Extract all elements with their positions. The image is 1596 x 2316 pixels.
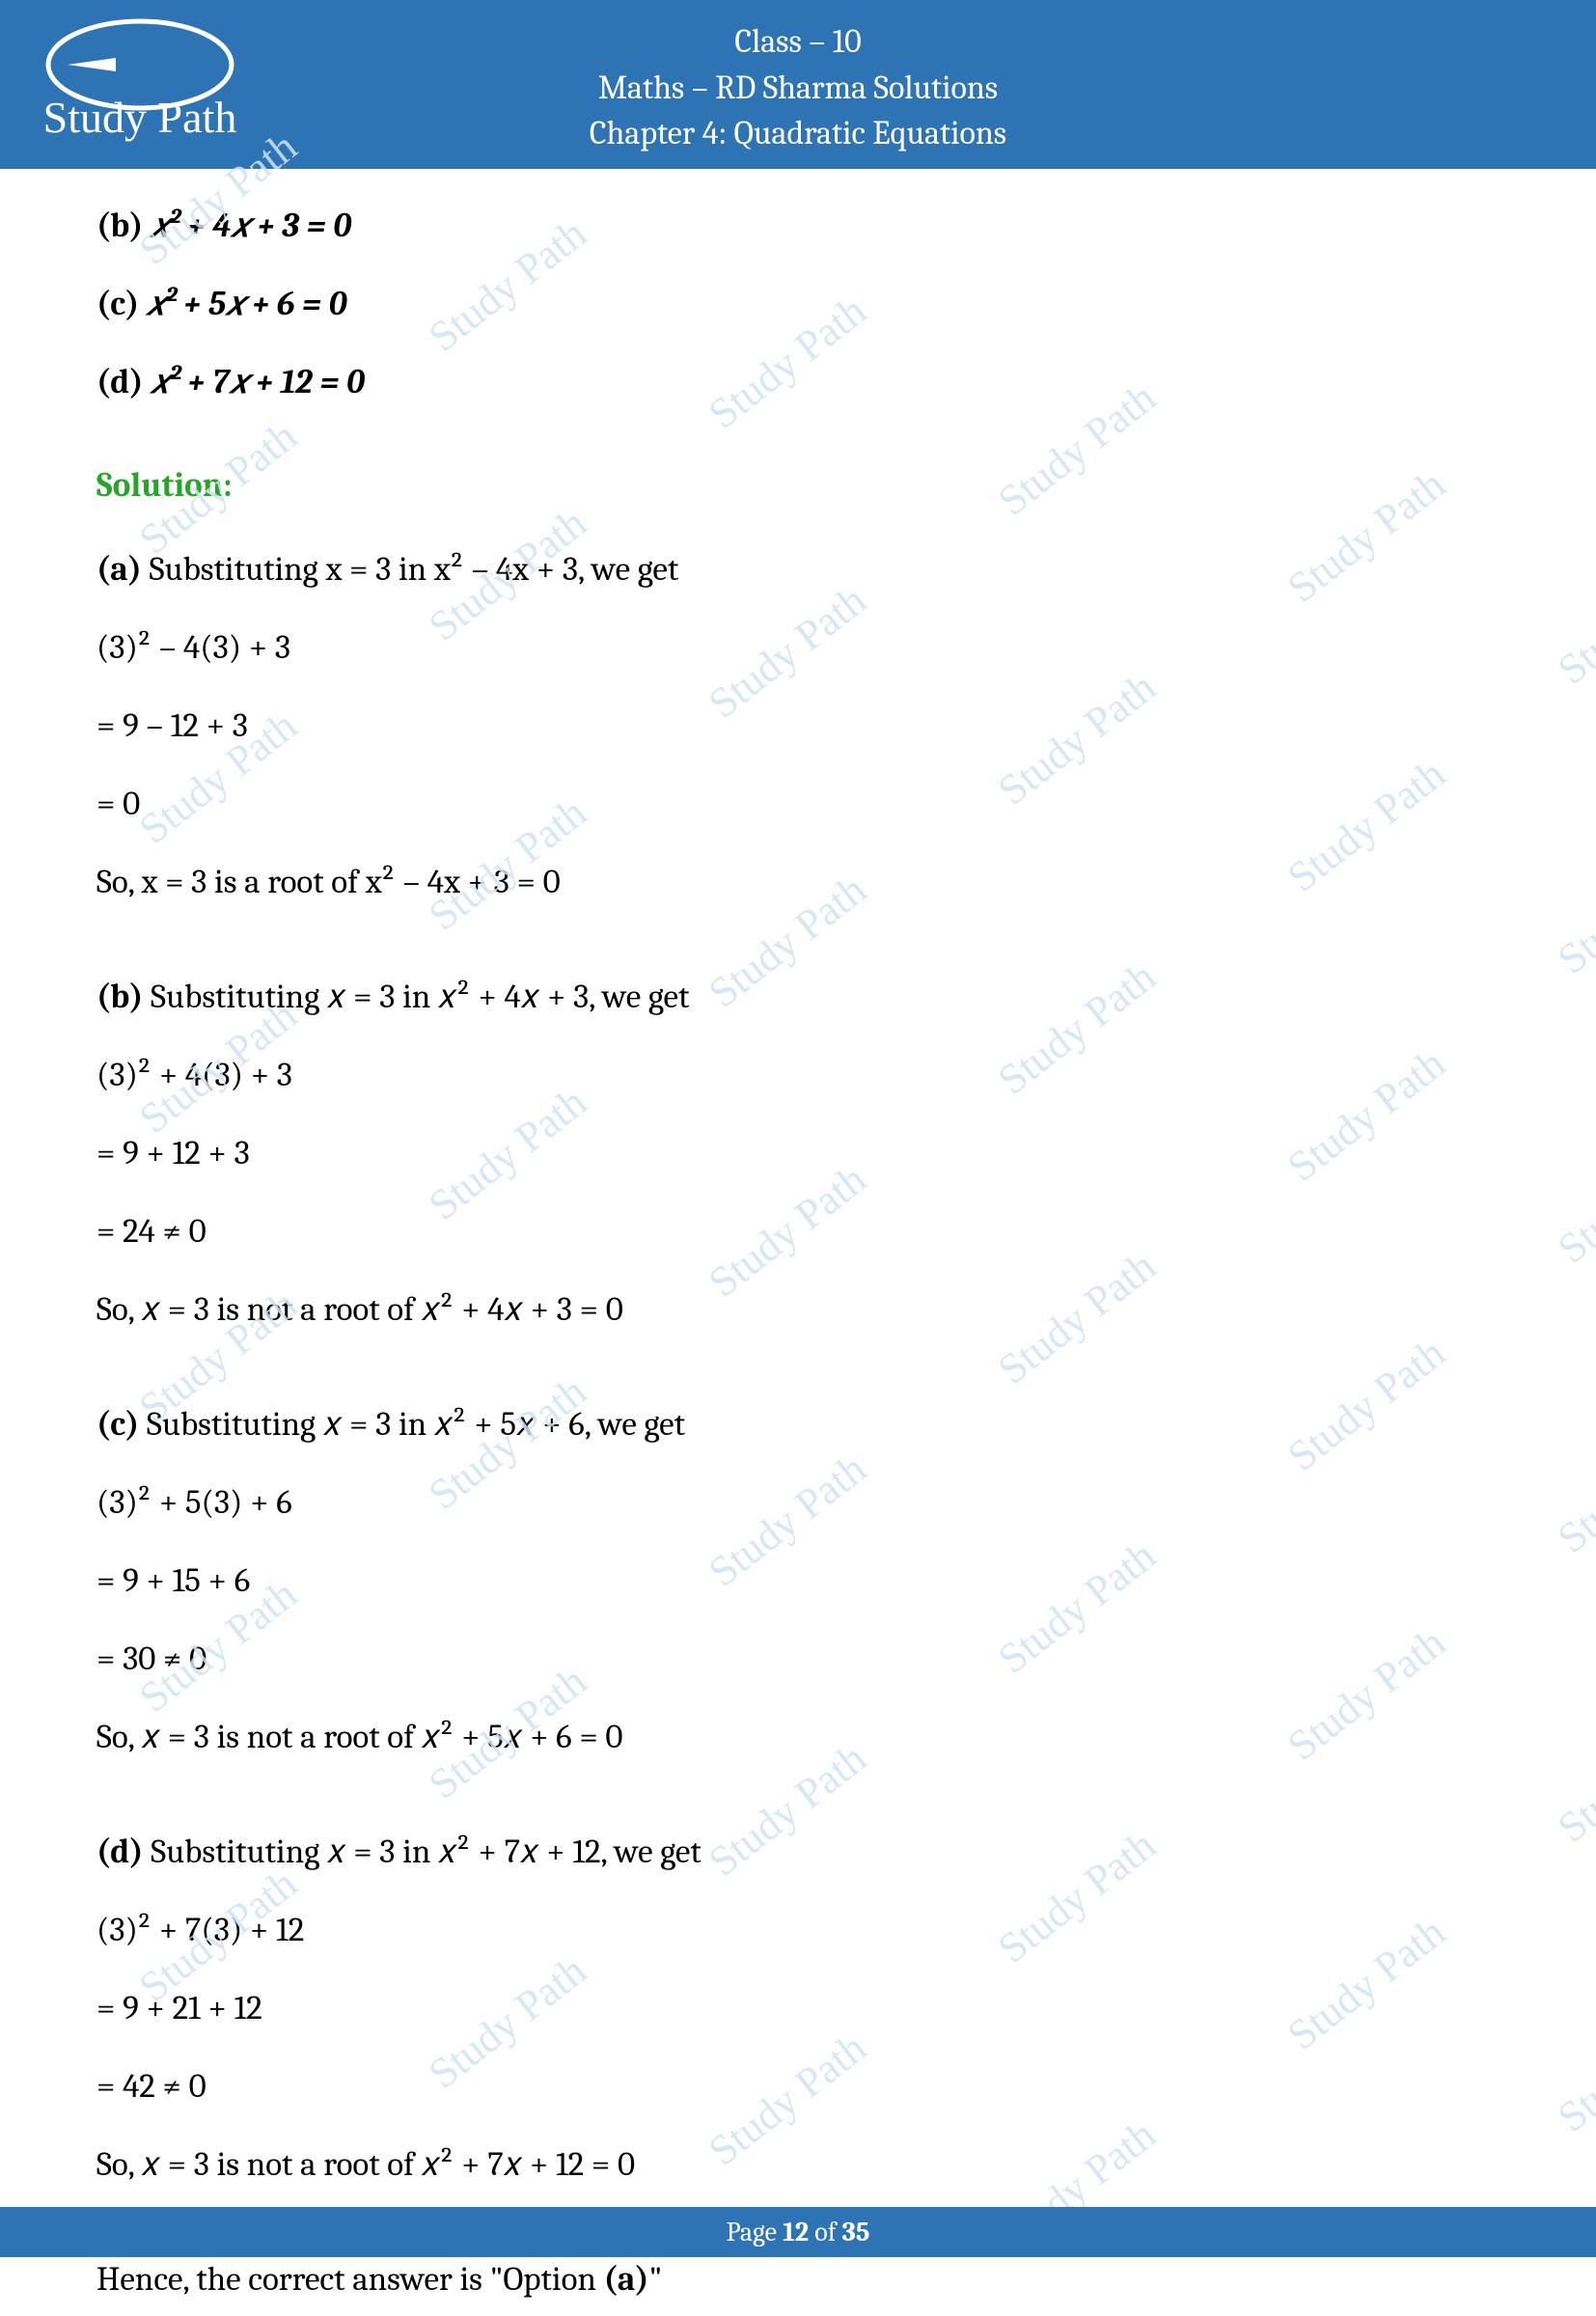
option-c-label: (c) [96, 284, 139, 323]
option-d-expr: 𝑥² + 7𝑥 + 12 = 0 [151, 362, 365, 401]
part-a-label: (a) [96, 549, 142, 589]
part-c-line3: = 9 + 15 + 6 [96, 1543, 1500, 1617]
solution-part-c: (c) Substituting 𝑥 = 3 in 𝑥² + 5𝑥 + 6, w… [96, 1387, 1500, 1774]
option-b: (b) 𝑥² + 4𝑥 + 3 = 0 [96, 188, 1500, 262]
solution-part-b: (b) Substituting 𝑥 = 3 in 𝑥² + 4𝑥 + 3, w… [96, 959, 1500, 1346]
part-a-line2: (3)² – 4(3) + 3 [96, 610, 1500, 684]
part-d-label: (d) [96, 1832, 144, 1871]
option-d-label: (d) [96, 362, 144, 401]
logo-svg: Study Path [29, 12, 251, 147]
part-d-line3: = 9 + 21 + 12 [96, 1971, 1500, 2045]
part-b-line5: So, 𝑥 = 3 is not a root of 𝑥² + 4𝑥 + 3 =… [96, 1272, 1500, 1346]
option-c: (c) 𝑥² + 5𝑥 + 6 = 0 [96, 266, 1500, 341]
page-content: (b) 𝑥² + 4𝑥 + 3 = 0 (c) 𝑥² + 5𝑥 + 6 = 0 … [0, 169, 1596, 2316]
option-c-expr: 𝑥² + 5𝑥 + 6 = 0 [147, 284, 347, 323]
conclusion-text: Hence, the correct answer is "Option [96, 2259, 604, 2299]
part-b-line2: (3)² + 4(3) + 3 [96, 1037, 1500, 1112]
page-header: Study Path Class – 10 Maths – RD Sharma … [0, 0, 1596, 169]
part-b-label: (b) [96, 977, 143, 1016]
option-d: (d) 𝑥² + 7𝑥 + 12 = 0 [96, 345, 1500, 419]
part-b-line4: = 24 ≠ 0 [96, 1194, 1500, 1268]
part-d-line5: So, 𝑥 = 3 is not a root of 𝑥² + 7𝑥 + 12 … [96, 2127, 1500, 2201]
part-b-line3: = 9 + 12 + 3 [96, 1116, 1500, 1190]
footer-prefix: Page [727, 2217, 784, 2247]
part-c-label: (c) [96, 1404, 139, 1444]
part-b-line1: Substituting 𝑥 = 3 in 𝑥² + 4𝑥 + 3, we ge… [143, 977, 689, 1016]
option-b-label: (b) [96, 206, 143, 245]
part-a-line5: So, x = 3 is a root of x² – 4x + 3 = 0 [96, 844, 1500, 919]
page-footer: Page 12 of 35 [0, 2207, 1596, 2257]
logo: Study Path [29, 12, 251, 147]
part-a-line1: Substituting x = 3 in x² – 4x + 3, we ge… [142, 549, 678, 589]
part-c-line5: So, 𝑥 = 3 is not a root of 𝑥² + 5𝑥 + 6 =… [96, 1699, 1500, 1774]
part-a-line4: = 0 [96, 766, 1500, 841]
solution-part-a: (a) Substituting x = 3 in x² – 4x + 3, w… [96, 532, 1500, 919]
option-b-expr: 𝑥² + 4𝑥 + 3 = 0 [151, 206, 351, 245]
logo-text: Study Path [43, 93, 237, 142]
solution-heading: Solution: [96, 448, 1500, 522]
solution-part-d: (d) Substituting 𝑥 = 3 in 𝑥² + 7𝑥 + 12, … [96, 1814, 1500, 2201]
footer-page: 12 [783, 2217, 809, 2247]
part-c-line1: Substituting 𝑥 = 3 in 𝑥² + 5𝑥 + 6, we ge… [139, 1404, 685, 1444]
conclusion-answer: (a) [604, 2259, 649, 2299]
part-d-line2: (3)² + 7(3) + 12 [96, 1892, 1500, 1967]
footer-total: 35 [842, 2217, 870, 2247]
part-d-line4: = 42 ≠ 0 [96, 2049, 1500, 2123]
part-c-line2: (3)² + 5(3) + 6 [96, 1465, 1500, 1539]
part-a-line3: = 9 – 12 + 3 [96, 688, 1500, 762]
conclusion-close: " [649, 2259, 663, 2299]
part-d-line1: Substituting 𝑥 = 3 in 𝑥² + 7𝑥 + 12, we g… [144, 1832, 702, 1871]
part-c-line4: = 30 ≠ 0 [96, 1621, 1500, 1696]
footer-mid: of [809, 2217, 842, 2247]
